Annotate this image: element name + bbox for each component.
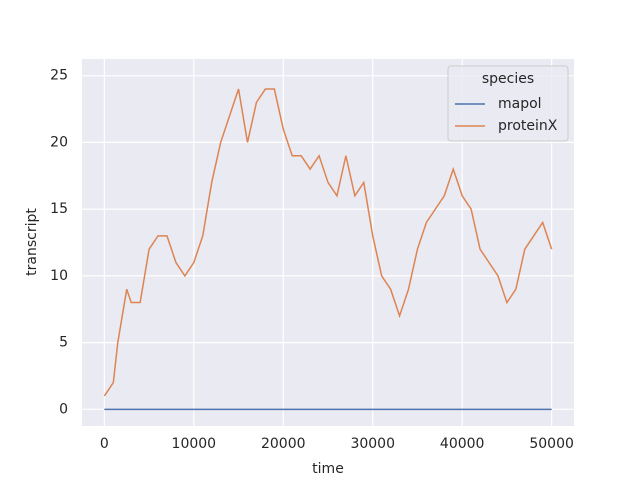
x-tick-label: 20000 [261,436,306,452]
legend: species mapol proteinX [447,65,569,142]
y-axis-label: transcript [24,208,40,276]
legend-label: proteinX [498,118,558,134]
y-tick-label: 0 [59,401,68,417]
x-axis-label: time [312,461,344,477]
x-tick-label: 50000 [529,436,574,452]
y-tick-label: 25 [50,68,68,84]
y-tick-label: 5 [59,335,68,351]
series-line [103,88,553,397]
legend-title: species [482,71,534,87]
legend-box [447,65,569,142]
x-tick-label: 40000 [440,436,485,452]
legend-label: mapol [498,96,542,112]
x-tick-label: 30000 [350,436,395,452]
y-tick-label: 20 [50,134,68,150]
y-tick-label: 15 [50,201,68,217]
x-tick-label: 0 [100,436,109,452]
x-tick-label: 10000 [172,436,217,452]
y-tick-label: 10 [50,268,68,284]
